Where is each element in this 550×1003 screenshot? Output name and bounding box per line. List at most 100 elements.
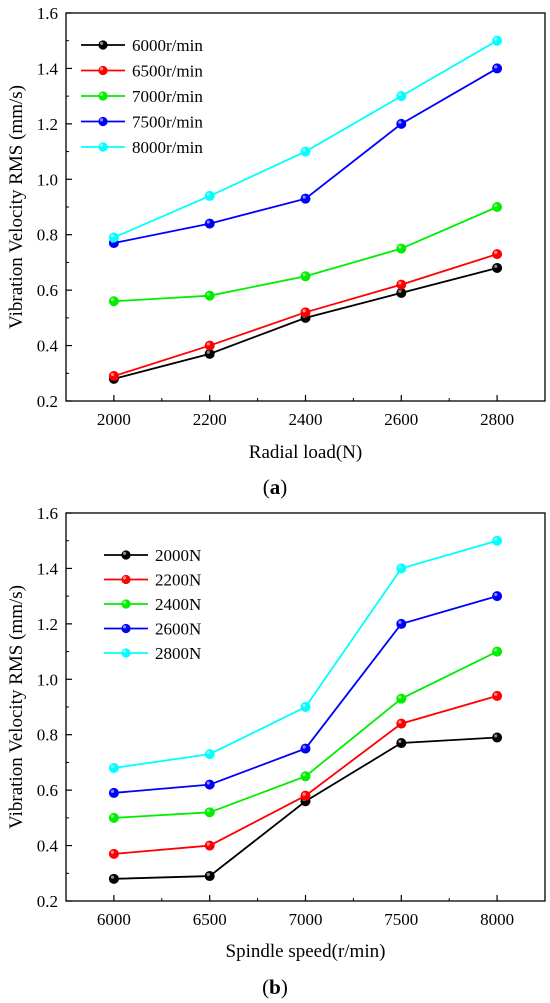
data-point-highlight (110, 234, 115, 238)
data-point-7500r/min (204, 218, 215, 229)
y-tick-label: 0.6 (37, 781, 58, 800)
y-tick-label: 1.0 (37, 670, 58, 689)
data-point-highlight (206, 842, 210, 846)
data-point-highlight (206, 292, 210, 296)
data-point-2400N (108, 812, 119, 823)
data-point-highlight (206, 781, 210, 785)
data-point-6500r/min (204, 340, 215, 351)
data-point-2000N (396, 738, 407, 749)
legend-marker-2200N (121, 574, 131, 585)
data-point-7000r/min (492, 201, 503, 212)
x-tick-label: 2200 (193, 410, 227, 429)
chart-panel-a: 0.2 0.4 0.6 0.8 1.0 1.2 1.4 1.6 2000 2200 2400 2600… (6, 4, 546, 499)
legend-label-8000r/min: 8000r/min (132, 138, 203, 157)
legend-marker-highlight (123, 600, 127, 605)
data-point-8000r/min (300, 146, 311, 157)
data-point-highlight (398, 245, 402, 249)
legend-marker-highlight (100, 41, 104, 46)
data-point-highlight (494, 203, 498, 207)
data-point-highlight (206, 809, 210, 813)
data-point-highlight (110, 850, 115, 854)
data-point-7000r/min (300, 271, 311, 282)
data-point-2800N (204, 749, 215, 760)
data-point-highlight (206, 220, 210, 224)
y-axis-title: Vibration Velocity RMS (mm/s) (6, 85, 27, 329)
data-point-highlight (398, 92, 402, 97)
data-point-highlight (206, 192, 210, 196)
data-point-highlight (398, 739, 402, 744)
data-point-highlight (206, 750, 210, 755)
legend-label-6500r/min: 6500r/min (132, 62, 203, 81)
x-tick-label: 8000 (480, 910, 514, 929)
data-point-highlight (110, 814, 115, 818)
data-point-8000r/min (396, 91, 407, 102)
data-point-7000r/min (396, 243, 407, 254)
data-point-2600N (492, 591, 503, 602)
series-line-6000r/min (113, 267, 498, 380)
data-point-highlight (398, 620, 402, 624)
data-point-2400N (396, 693, 407, 704)
data-point-6000r/min (492, 262, 503, 273)
legend-marker-2400N (121, 599, 131, 609)
data-point-highlight (398, 720, 402, 724)
data-point-2600N (300, 743, 311, 754)
y-tick-label: 0.8 (37, 226, 58, 245)
data-point-2200N (492, 690, 503, 701)
x-axis-title: Spindle speed(r/min) (226, 941, 386, 962)
legend-label-7500r/min: 7500r/min (132, 113, 203, 132)
y-tick-label: 0.8 (37, 726, 58, 745)
data-point-6000r/min (204, 348, 215, 359)
data-point-highlight (302, 309, 306, 313)
data-point-highlight (302, 703, 306, 708)
data-point-highlight (302, 273, 306, 277)
chart-panel-b: 0.2 0.4 0.6 0.8 1.0 1.2 1.4 1.6 6000 6500 7000 7500… (6, 504, 546, 999)
y-tick-label: 0.2 (37, 892, 58, 911)
y-tick-label: 0.4 (37, 837, 59, 856)
data-point-2200N (396, 718, 407, 729)
data-point-highlight (494, 264, 498, 268)
legend-marker-highlight (123, 649, 127, 654)
data-point-6500r/min (396, 279, 407, 290)
data-point-highlight (302, 792, 306, 796)
x-tick-label: 2600 (384, 410, 418, 429)
series-line-7000r/min (113, 206, 498, 303)
data-point-2400N (300, 771, 311, 782)
data-point-2200N (204, 840, 215, 851)
data-point-highlight (494, 65, 498, 69)
legend-marker-6000r/min (98, 40, 108, 50)
legend-marker-highlight (100, 143, 104, 147)
data-point-2000N (492, 732, 503, 743)
data-point-highlight (302, 148, 306, 152)
data-point-8000r/min (204, 190, 215, 201)
data-point-8000r/min (492, 35, 503, 46)
data-point-highlight (110, 372, 115, 377)
data-point-highlight (110, 764, 115, 768)
data-point-highlight (302, 773, 306, 777)
legend-label-2400N: 2400N (155, 595, 201, 614)
data-point-highlight (110, 875, 115, 879)
x-tick-label: 6000 (97, 910, 131, 929)
data-point-highlight (206, 342, 210, 346)
data-point-6500r/min (300, 307, 311, 318)
legend-label-2800N: 2800N (155, 644, 201, 663)
data-point-highlight (110, 789, 115, 793)
data-point-2400N (204, 807, 215, 818)
x-axis-title: Radial load(N) (249, 442, 362, 463)
data-point-highlight (494, 734, 498, 738)
y-tick-label: 1.4 (37, 559, 59, 578)
data-point-highlight (398, 565, 402, 569)
data-point-highlight (206, 350, 210, 354)
data-point-2600N (396, 618, 407, 629)
data-point-7500r/min (300, 193, 311, 204)
data-point-highlight (494, 250, 498, 255)
y-tick-label: 1.2 (37, 115, 58, 134)
legend-marker-2000N (121, 550, 131, 560)
data-point-highlight (398, 695, 402, 699)
legend-marker-highlight (123, 551, 127, 556)
data-point-2800N (492, 535, 503, 546)
data-point-highlight (494, 648, 498, 652)
legend-label-2000N: 2000N (155, 546, 201, 565)
y-tick-label: 1.0 (37, 170, 58, 189)
y-tick-label: 1.6 (37, 4, 58, 23)
series-line-2000N (113, 736, 498, 880)
